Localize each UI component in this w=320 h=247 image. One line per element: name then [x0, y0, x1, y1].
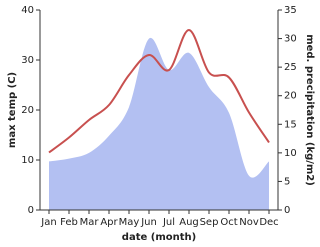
y2-tick-label: 35	[284, 5, 297, 16]
y-tick-label: 20	[21, 105, 34, 116]
x-tick-label: Jun	[140, 217, 157, 228]
x-tick-label: Sep	[200, 217, 219, 228]
y2-tick-label: 30	[284, 34, 297, 45]
y2-axis-title: med. precipitation (kg/m2)	[304, 34, 315, 186]
precipitation-area	[49, 37, 269, 210]
x-tick-label: Nov	[239, 217, 259, 228]
temperature-line	[48, 29, 270, 154]
y2-tick-label: 0	[284, 205, 290, 216]
x-tick-label: Feb	[60, 217, 78, 228]
y-tick-label: 0	[28, 205, 34, 216]
x-tick-label: Jul	[162, 217, 175, 228]
x-tick-label: Oct	[220, 217, 237, 228]
y-tick-label: 40	[21, 5, 34, 16]
x-tick-label: Apr	[100, 217, 118, 228]
y2-tick-label: 20	[284, 91, 297, 102]
x-tick-label: Aug	[179, 217, 199, 228]
y2-tick-label: 10	[284, 148, 297, 159]
y-axis-title: max temp (C)	[7, 72, 18, 148]
y2-tick-label: 15	[284, 119, 297, 130]
y-tick-label: 10	[21, 155, 34, 166]
y2-tick-label: 5	[284, 176, 290, 187]
x-tick-label: May	[119, 217, 140, 228]
x-tick-label: Mar	[80, 217, 100, 228]
x-axis-title: date (month)	[122, 232, 196, 243]
y-tick-label: 30	[21, 55, 34, 66]
x-tick-label: Dec	[259, 217, 278, 228]
x-tick-label: Jan	[40, 217, 56, 228]
y2-tick-label: 25	[284, 62, 297, 73]
